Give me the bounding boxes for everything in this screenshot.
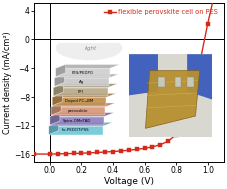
flexible perovskite cell on PES xyxy=(198,61,201,64)
flexible perovskite cell on PES xyxy=(175,133,178,136)
flexible perovskite cell on PES xyxy=(56,153,59,155)
flexible perovskite cell on PES xyxy=(167,140,170,142)
flexible perovskite cell on PES xyxy=(72,152,75,155)
Line: flexible perovskite cell on PES: flexible perovskite cell on PES xyxy=(32,0,222,156)
flexible perovskite cell on PES xyxy=(143,147,146,149)
flexible perovskite cell on PES xyxy=(206,22,209,25)
Legend: flexible perovskite cell on PES: flexible perovskite cell on PES xyxy=(103,8,218,16)
flexible perovskite cell on PES xyxy=(112,150,114,153)
flexible perovskite cell on PES xyxy=(127,149,130,151)
Y-axis label: Current density (mA/cm²): Current density (mA/cm²) xyxy=(3,31,12,134)
flexible perovskite cell on PES xyxy=(120,150,122,152)
flexible perovskite cell on PES xyxy=(96,151,99,154)
flexible perovskite cell on PES xyxy=(159,144,162,146)
flexible perovskite cell on PES xyxy=(48,153,51,155)
flexible perovskite cell on PES xyxy=(88,152,91,154)
flexible perovskite cell on PES xyxy=(183,120,185,122)
flexible perovskite cell on PES xyxy=(104,151,106,153)
flexible perovskite cell on PES xyxy=(151,146,154,148)
flexible perovskite cell on PES xyxy=(191,94,193,97)
flexible perovskite cell on PES xyxy=(64,153,67,155)
flexible perovskite cell on PES xyxy=(80,152,83,154)
X-axis label: Voltage (V): Voltage (V) xyxy=(104,177,154,186)
flexible perovskite cell on PES xyxy=(33,153,35,155)
flexible perovskite cell on PES xyxy=(135,148,138,150)
